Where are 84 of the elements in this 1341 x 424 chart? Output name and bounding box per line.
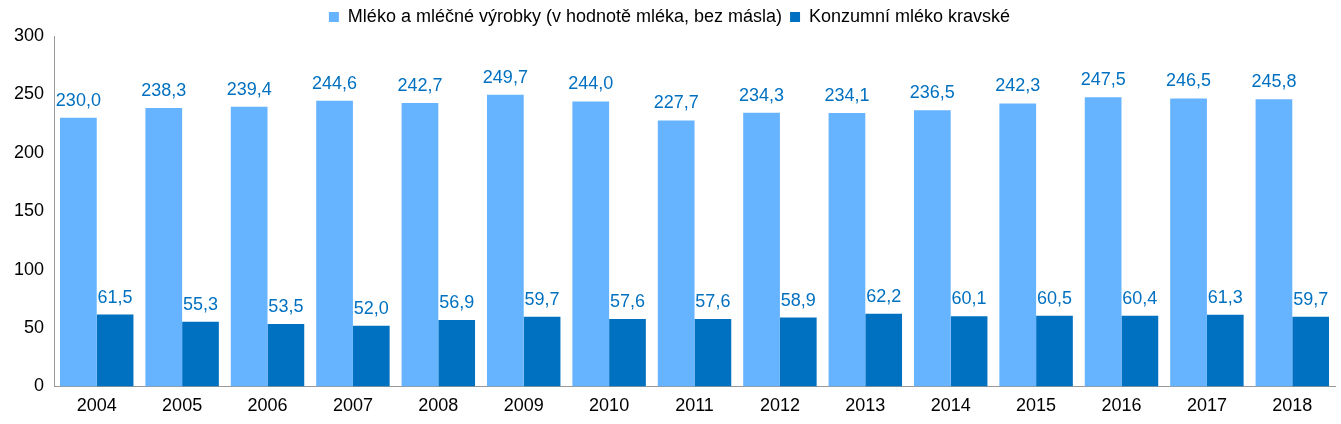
bar	[1255, 99, 1293, 387]
bar	[1084, 97, 1122, 387]
bar	[913, 110, 951, 387]
data-label: 57,6	[609, 291, 645, 312]
data-label: 227,7	[653, 92, 699, 113]
data-label: 61,3	[1207, 286, 1243, 307]
bar	[999, 103, 1037, 387]
bar	[1121, 315, 1159, 387]
data-label: 59,7	[524, 288, 560, 309]
x-tick-label: 2010	[589, 395, 630, 416]
bar	[1036, 315, 1073, 387]
bar	[145, 108, 183, 387]
bar	[60, 117, 97, 387]
data-label: 242,7	[397, 74, 443, 95]
bar	[267, 323, 305, 387]
bar	[487, 94, 524, 387]
y-tick-label: 100	[13, 258, 45, 279]
data-label: 236,5	[909, 82, 955, 103]
x-tick-label: 2007	[332, 395, 373, 416]
data-label: 234,1	[824, 84, 870, 105]
x-tick-label: 2012	[759, 395, 800, 416]
bar	[743, 112, 780, 387]
data-label: 60,5	[1036, 287, 1072, 308]
data-label: 57,6	[695, 291, 731, 312]
bar	[96, 314, 134, 387]
data-label: 242,3	[995, 75, 1041, 96]
bar	[1206, 314, 1244, 387]
data-label: 60,1	[951, 288, 987, 309]
bar	[865, 313, 903, 387]
y-tick-label: 50	[24, 316, 45, 337]
x-tick-label: 2015	[1016, 395, 1057, 416]
bar	[694, 319, 732, 387]
data-label: 55,3	[182, 293, 219, 314]
data-label: 59,7	[1293, 288, 1329, 309]
legend-label: Mléko a mléčné výrobky (v hodnotě mléka, bez másla)	[347, 5, 783, 26]
bar	[609, 319, 646, 387]
data-label: 56,9	[439, 291, 475, 312]
bar	[438, 319, 476, 387]
x-tick-label: 2011	[675, 395, 714, 416]
y-tick-label: 250	[13, 83, 45, 104]
x-tick-label: 2005	[162, 395, 203, 416]
bar	[572, 101, 610, 387]
x-tick-label: 2009	[503, 395, 544, 416]
x-tick-label: 2016	[1101, 395, 1142, 416]
data-label: 58,9	[780, 289, 816, 310]
x-tick-label: 2018	[1272, 395, 1313, 416]
data-label: 247,5	[1080, 69, 1126, 90]
data-label: 238,3	[141, 80, 187, 101]
x-tick-label: 2014	[930, 395, 971, 416]
data-label: 246,5	[1166, 70, 1212, 91]
bar	[1292, 316, 1330, 387]
bar	[779, 317, 817, 387]
data-label: 249,7	[482, 66, 528, 87]
data-label: 244,6	[312, 72, 358, 93]
y-tick-label: 0	[34, 375, 45, 396]
data-label: 230,0	[55, 89, 101, 110]
y-tick-label: 200	[13, 141, 45, 162]
bar	[316, 100, 353, 387]
bar	[401, 102, 439, 387]
x-tick-label: 2017	[1186, 395, 1227, 416]
x-tick-label: 2006	[247, 395, 288, 416]
data-label: 61,5	[97, 286, 133, 307]
bar	[950, 316, 988, 387]
bar	[828, 112, 866, 387]
bar	[1170, 98, 1207, 387]
legend-label: Konzumní mléko kravské	[809, 5, 1011, 26]
bar	[230, 106, 268, 387]
x-tick-label: 2004	[76, 395, 117, 416]
x-tick-label: 2013	[845, 395, 886, 416]
data-label: 52,0	[353, 297, 389, 318]
data-label: 244,0	[568, 73, 614, 94]
x-tick-label: 2008	[418, 395, 459, 416]
data-label: 60,4	[1122, 287, 1158, 308]
bar	[182, 321, 219, 387]
data-label: 245,8	[1251, 71, 1297, 92]
bar	[523, 316, 561, 387]
bar	[657, 120, 695, 387]
data-label: 62,2	[866, 285, 902, 306]
data-label: 53,5	[268, 295, 304, 316]
y-tick-label: 300	[13, 24, 45, 45]
data-label: 234,3	[739, 84, 785, 105]
bar	[352, 325, 390, 387]
y-tick-label: 150	[13, 200, 45, 221]
data-label: 239,4	[226, 78, 272, 99]
